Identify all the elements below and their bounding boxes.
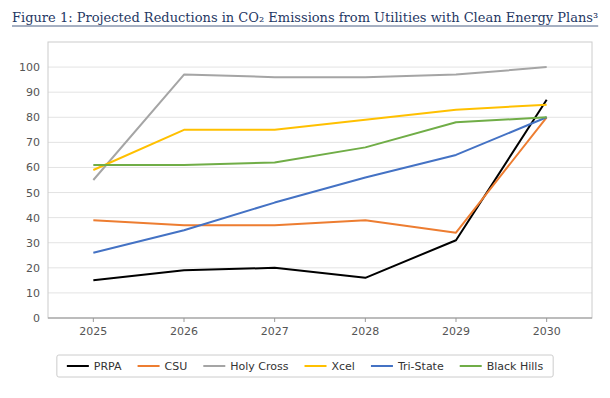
legend-label: Holy Cross xyxy=(230,360,288,373)
legend-item: Tri-State xyxy=(371,360,444,373)
legend-box xyxy=(57,355,553,377)
legend: PRPA CSU Holy Cross Xcel Tri-State Black Hill… xyxy=(57,355,553,377)
grid-line xyxy=(48,67,592,68)
y-tick-label: 80 xyxy=(26,111,40,124)
legend-swatch xyxy=(138,365,160,367)
x-tick-label: 2028 xyxy=(351,325,379,338)
axes: 0102030405060708090100202520262027202820… xyxy=(19,42,592,338)
legend-label: Black Hills xyxy=(487,360,544,373)
y-tick-label: 50 xyxy=(26,187,40,200)
legend-label: CSU xyxy=(165,360,188,373)
y-tick-label: 100 xyxy=(19,61,40,74)
legend-item: PRPA xyxy=(67,360,122,373)
x-tick-label: 2029 xyxy=(442,325,470,338)
grid-line xyxy=(48,217,592,218)
series-line xyxy=(93,67,546,180)
series-lines xyxy=(93,67,546,280)
grid-line xyxy=(48,267,592,268)
background xyxy=(0,0,610,398)
grid-line xyxy=(48,92,592,93)
title: Figure 1: Projected Reductions in CO₂ Em… xyxy=(12,10,598,25)
grid-line xyxy=(48,142,592,143)
grid-line xyxy=(48,292,592,293)
series-line xyxy=(93,105,546,170)
legend-swatch xyxy=(371,365,393,367)
legend-item: Xcel xyxy=(305,360,355,373)
series-line xyxy=(93,117,546,252)
y-tick-label: 60 xyxy=(26,161,40,174)
x-tick xyxy=(365,318,366,322)
legend-swatch xyxy=(67,365,89,367)
legend-item: Black Hills xyxy=(460,360,544,373)
y-tick-label: 10 xyxy=(26,287,40,300)
x-tick-label: 2026 xyxy=(170,325,198,338)
x-axis-line xyxy=(48,318,592,319)
grid-line xyxy=(48,167,592,168)
y-tick-label: 30 xyxy=(26,237,40,250)
y-tick-label: 40 xyxy=(26,212,40,225)
legend-swatch xyxy=(460,365,482,367)
x-tick-label: 2025 xyxy=(79,325,107,338)
legend-swatch xyxy=(305,365,327,367)
series-line xyxy=(93,117,546,165)
series-line xyxy=(93,100,546,281)
y-tick-label: 70 xyxy=(26,136,40,149)
plot-frame xyxy=(48,42,592,318)
grid-line xyxy=(48,192,592,193)
series-line xyxy=(93,117,546,232)
legend-item: Holy Cross xyxy=(203,360,288,373)
legend-item: CSU xyxy=(138,360,188,373)
title-underline xyxy=(12,26,598,27)
legend-label: Tri-State xyxy=(397,360,444,373)
x-tick xyxy=(546,318,547,322)
legend-label: PRPA xyxy=(94,360,122,373)
legend-label: Xcel xyxy=(332,360,355,373)
x-tick-label: 2027 xyxy=(261,325,289,338)
x-tick xyxy=(93,318,94,322)
y-tick-label: 20 xyxy=(26,262,40,275)
x-tick-label: 2030 xyxy=(533,325,561,338)
x-tick xyxy=(274,318,275,322)
grid-line xyxy=(48,318,592,319)
grid-line xyxy=(48,117,592,118)
legend-swatch xyxy=(203,365,225,367)
y-tick-label: 0 xyxy=(33,312,40,325)
x-tick xyxy=(184,318,185,322)
y-tick-label: 90 xyxy=(26,86,40,99)
chart: Figure 1: Projected Reductions in CO₂ Em… xyxy=(0,0,610,398)
x-tick xyxy=(456,318,457,322)
